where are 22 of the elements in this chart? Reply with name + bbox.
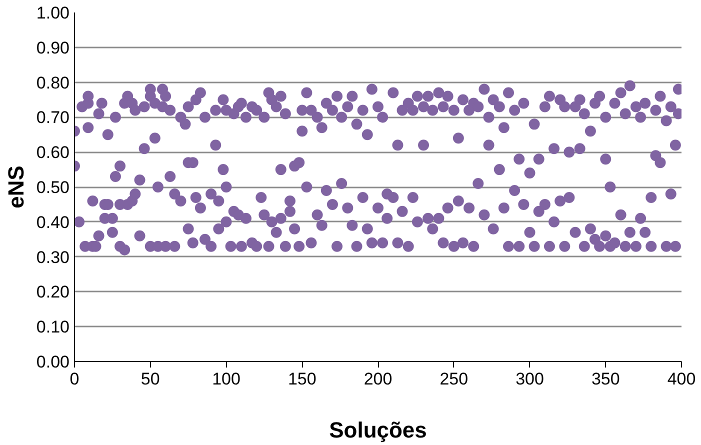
x-axis-title: Soluções [329,418,427,442]
y-tick-label: 0.60 [36,143,70,162]
x-tick-label: 0 [70,370,80,388]
y-tick-label: 0.00 [36,352,70,372]
y-tick-label: 0.70 [36,108,70,128]
y-tick-label: 0.90 [36,38,70,58]
y-tick-label: 0.40 [36,212,70,232]
x-tick-label: 50 [140,370,160,388]
x-tick-label: 350 [591,370,620,388]
y-tick-label: 0.30 [36,248,70,267]
x-tick-label: 400 [667,370,696,388]
x-tick-label: 100 [212,370,240,388]
x-tick-label: 250 [440,370,468,388]
y-tick-label: 0.20 [36,282,70,302]
y-axis-title: eNS [3,166,28,208]
y-tick-label: 1.00 [36,4,70,22]
x-tick-label: 150 [288,370,316,388]
y-tick-label: 0.10 [36,318,70,337]
y-tick-label: 0.50 [36,178,70,197]
y-tick-label: 0.80 [36,73,70,92]
x-tick-label: 200 [364,370,392,388]
x-tick-label: 300 [516,370,544,388]
